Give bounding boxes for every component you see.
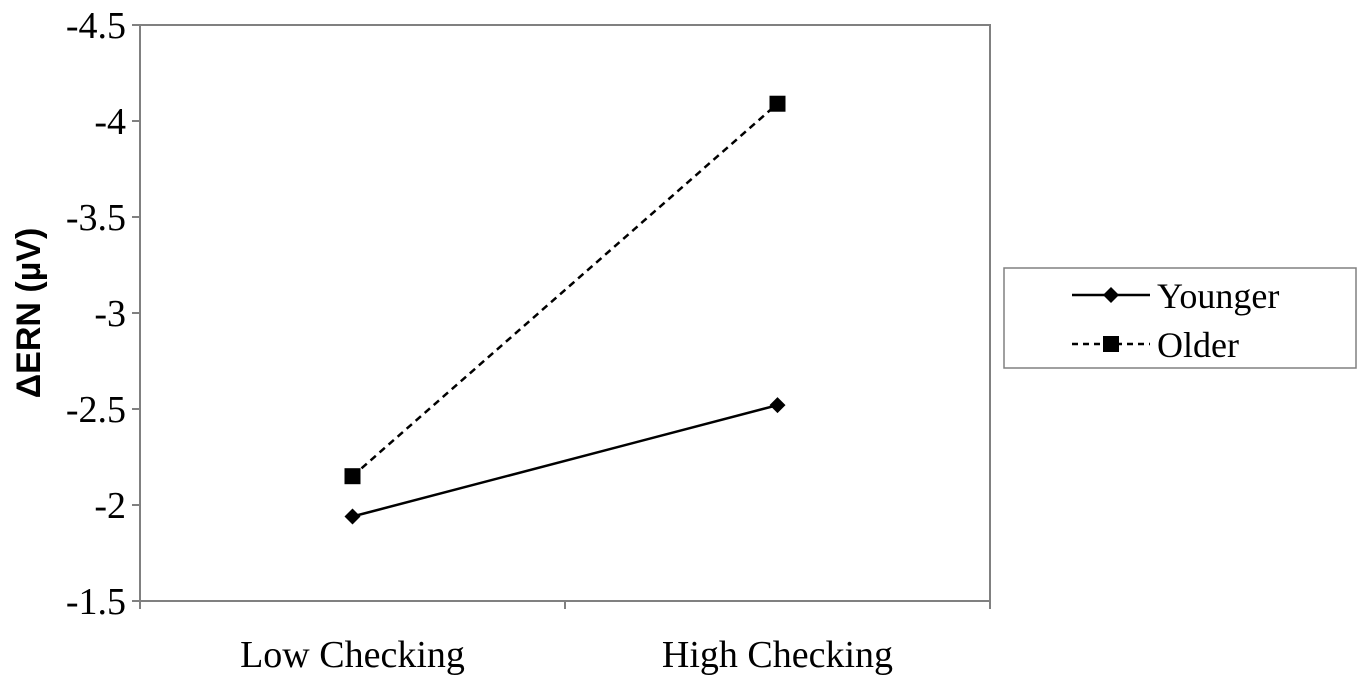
series-layer	[344, 95, 786, 525]
y-tick-label: -4	[94, 101, 126, 143]
y-tick-label: -3.5	[66, 197, 126, 239]
y-tick-label: -2	[94, 485, 126, 527]
legend: Younger Older	[1003, 267, 1357, 369]
younger-series-line	[352, 403, 778, 518]
legend-older-marker	[1103, 336, 1119, 352]
older-data-point	[769, 95, 786, 112]
y-axis: -4.5 -4 -3.5 -3 -2.5 -2 -1.5	[66, 5, 140, 623]
y-axis-title: ΔERN (µV)	[10, 228, 48, 399]
legend-younger-label: Younger	[1157, 276, 1279, 316]
younger-data-point	[769, 397, 786, 414]
x-tick-label: Low Checking	[240, 634, 465, 676]
legend-box	[1003, 267, 1357, 369]
y-tick-label: -2.5	[66, 389, 126, 431]
y-tick-label: -4.5	[66, 5, 126, 47]
older-series-line	[351, 102, 779, 478]
younger-data-point	[344, 508, 361, 525]
older-data-point	[344, 468, 361, 485]
y-tick-label: -3	[94, 293, 126, 335]
x-axis: Low Checking High Checking	[139, 601, 991, 676]
x-tick-label: High Checking	[662, 634, 893, 676]
y-tick-label: -1.5	[66, 581, 126, 623]
plot-area	[139, 24, 991, 602]
legend-older-label: Older	[1157, 325, 1239, 365]
legend-younger-marker	[1103, 287, 1119, 303]
